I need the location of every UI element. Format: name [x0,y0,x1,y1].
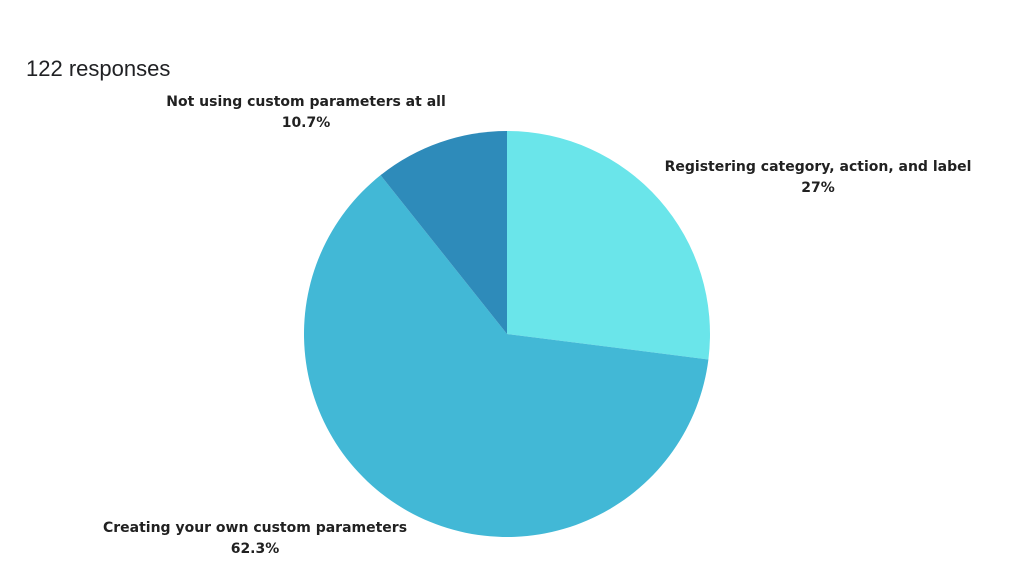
pie-slices [304,131,710,537]
slice-label-registering: Registering category, action, and label … [665,157,972,199]
slice-label-text: Not using custom parameters at all [166,94,446,110]
slice-value-text: 27% [801,180,835,196]
slice-not-using [380,131,507,334]
slice-label-text: Creating your own custom parameters [102,520,408,536]
slice-value-text: 62.3% [230,541,280,557]
response-count: 122 responses [26,56,171,81]
slice-label-text: Registering category, action, and label [664,159,972,175]
slice-registering [507,131,710,360]
slice-value-text: 10.7% [281,115,331,131]
slice-creating [304,175,709,537]
slice-label-not-using: Not using custom parameters at all 10.7% [166,92,446,134]
slice-label-creating: Creating your own custom parameters 62.3… [103,518,407,560]
